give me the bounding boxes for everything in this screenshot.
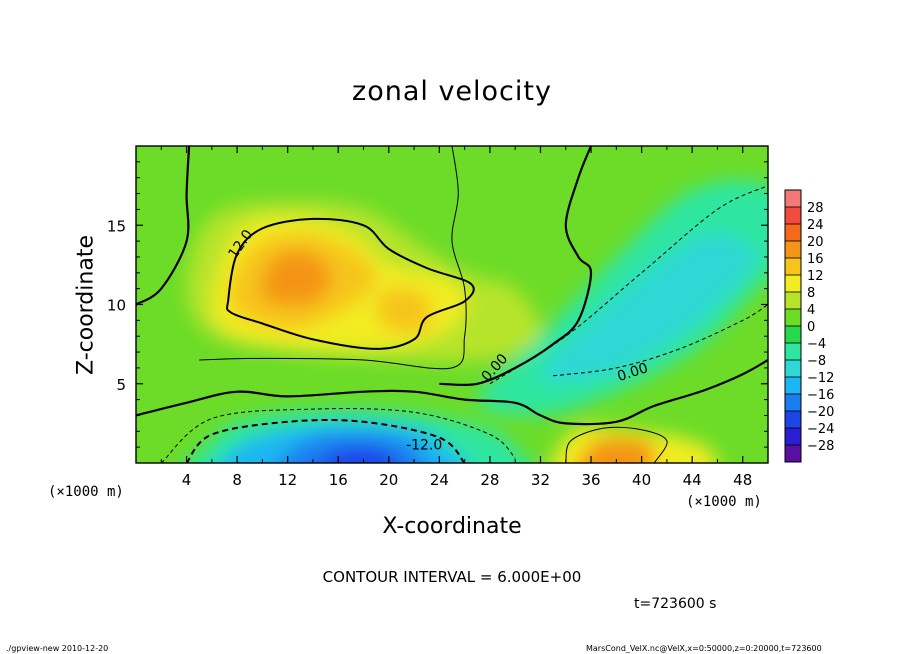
contour-plus-12 (226, 217, 475, 350)
time-label: t=723600 s (634, 596, 717, 612)
contour-minus-12 (185, 418, 466, 463)
colorbar-label-11: 16 (807, 252, 824, 267)
plot-area: 12.00.00 0.00-12.0 (136, 146, 768, 463)
x-tick-label-11: 48 (733, 471, 752, 489)
colorbar-label-10: 12 (807, 269, 824, 284)
field-shading (186, 180, 768, 463)
contour-zero-left (136, 146, 191, 306)
contour-minus-6 (160, 408, 516, 463)
colorbar-swatch-12 (785, 241, 801, 258)
colorbar-swatch-2 (785, 411, 801, 428)
y-tick-label-0: 5 (116, 376, 126, 394)
colorbar-label-2: −20 (807, 405, 834, 420)
colorbar-swatch-3 (785, 394, 801, 411)
colorbar-label-8: 4 (807, 303, 815, 318)
x-axis-label: X-coordinate (382, 514, 522, 539)
y-axis-label: Z-coordinate (73, 235, 99, 375)
colorbar-swatch-0 (785, 445, 801, 462)
colorbar-swatch-9 (785, 292, 801, 309)
x-tick-label-1: 8 (232, 471, 242, 489)
chart-title: zonal velocity (352, 76, 552, 107)
x-tick-label-5: 24 (430, 471, 449, 489)
colorbar-swatch-5 (785, 360, 801, 377)
x-tick-label-0: 4 (182, 471, 192, 489)
contour-interval-label: CONTOUR INTERVAL = 6.000E+00 (322, 568, 582, 586)
contour-label-3: -12.0 (406, 438, 442, 454)
colorbar-label-9: 8 (807, 286, 815, 301)
colorbar-swatch-14 (785, 207, 801, 224)
region-plus-20 (260, 251, 332, 306)
region-plus-16b (376, 287, 432, 334)
colorbar-label-3: −16 (807, 388, 834, 403)
colorbar-label-13: 24 (807, 218, 824, 233)
x-tick-label-2: 12 (278, 471, 297, 489)
contour-zero-diag (439, 146, 593, 387)
colorbar-swatch-8 (785, 309, 801, 326)
field-layer (136, 146, 768, 463)
x-axis-unit: (×1000 m) (686, 494, 762, 510)
colorbar-swatch-4 (785, 377, 801, 394)
contour-plus-6-sfc (565, 426, 668, 463)
y-axis-unit: (×1000 m) (48, 484, 124, 500)
colorbar-swatch-6 (785, 343, 801, 360)
y-tick-label-2: 15 (107, 217, 126, 235)
colorbar-swatch-7 (785, 326, 801, 343)
colorbar-label-6: −4 (807, 337, 826, 352)
x-tick-label-8: 36 (581, 471, 600, 489)
x-tick-label-3: 16 (329, 471, 348, 489)
contour-minus-6-lower (553, 304, 768, 377)
colorbar-label-0: −28 (807, 439, 834, 454)
colorbar-label-4: −12 (807, 371, 834, 386)
x-tick-label-6: 28 (480, 471, 499, 489)
x-tick-label-7: 32 (531, 471, 550, 489)
region-minus-8 (540, 233, 756, 382)
colorbar-swatch-13 (785, 224, 801, 241)
colorbar-swatch-15 (785, 190, 801, 207)
region-plus-sfc-core (578, 437, 656, 463)
colorbar-label-1: −24 (807, 422, 834, 437)
contour-zero-bottom (136, 359, 768, 426)
colorbar-label-14: 28 (807, 201, 824, 216)
colorbar-label-7: 0 (807, 320, 815, 335)
colorbar-label-5: −8 (807, 354, 826, 369)
region-minus-20 (319, 446, 398, 463)
colorbar-swatch-10 (785, 275, 801, 292)
colorbar-swatch-11 (785, 258, 801, 275)
contour-plus-6 (199, 146, 467, 370)
colorbar-swatch-1 (785, 428, 801, 445)
footer-left: ./gpview-new 2010-12-20 (6, 644, 109, 653)
x-tick-label-4: 20 (379, 471, 398, 489)
x-tick-label-10: 44 (683, 471, 702, 489)
colorbar-label-12: 20 (807, 235, 824, 250)
footer-right: MarsCond_VelX.nc@VelX,x=0:50000,z=0:2000… (586, 644, 822, 653)
y-tick-label-1: 10 (107, 297, 126, 315)
colorbar: −28 −24 −20 −16 −12 −8 −4 0 4 8 12 16 20 24 28 (784, 189, 834, 463)
x-tick-label-9: 40 (632, 471, 651, 489)
